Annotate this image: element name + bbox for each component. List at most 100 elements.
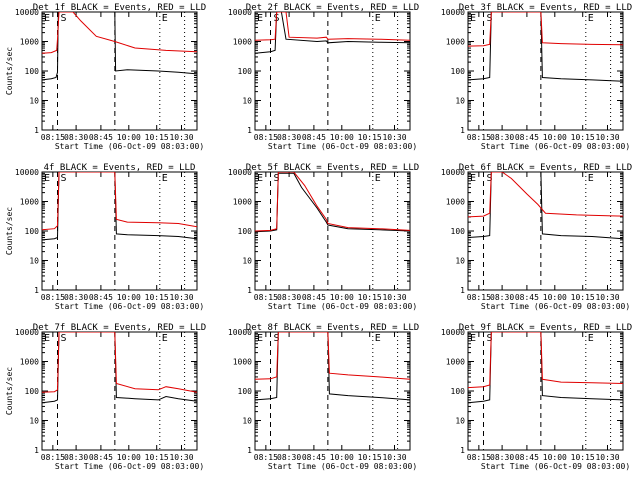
y-tick-label: 1000 bbox=[20, 358, 39, 367]
x-tick-label: 08:15 bbox=[41, 453, 65, 462]
end-marker: E bbox=[44, 173, 50, 184]
y-tick-label: 10000 bbox=[228, 8, 252, 17]
x-tick-label: 08:30 bbox=[490, 293, 514, 302]
x-tick-label: 10:30 bbox=[169, 293, 193, 302]
y-tick-label: 10 bbox=[455, 97, 465, 106]
x-tick-label: 10:00 bbox=[117, 133, 141, 142]
end-marker: E bbox=[588, 173, 594, 184]
start-marker: S bbox=[487, 173, 493, 184]
x-tick-label: 10:15 bbox=[571, 293, 595, 302]
chart-title: Det 3f BLACK = Events, RED = LLD bbox=[459, 3, 632, 13]
x-tick-label: 10:15 bbox=[571, 133, 595, 142]
x-tick-label: 08:15 bbox=[467, 133, 491, 142]
y-tick-label: 1 bbox=[460, 446, 465, 455]
y-tick-label: 1 bbox=[247, 446, 252, 455]
end-marker: E bbox=[375, 333, 381, 344]
chart-panel: 4f BLACK = Events, RED = LLD 1 10 100 1000 10… bbox=[5, 163, 204, 311]
end-marker: E bbox=[375, 173, 381, 184]
y-tick-label: 10000 bbox=[441, 8, 465, 17]
y-tick-label: 1 bbox=[34, 126, 39, 135]
x-tick-label: 10:15 bbox=[358, 293, 382, 302]
y-tick-label: 10000 bbox=[15, 168, 39, 177]
series-line-events bbox=[255, 172, 410, 233]
x-tick-label: 10:30 bbox=[595, 453, 619, 462]
end-marker: E bbox=[470, 173, 476, 184]
x-tick-label: 08:15 bbox=[467, 453, 491, 462]
y-tick-label: 1 bbox=[247, 126, 252, 135]
y-tick-label: 10000 bbox=[228, 168, 252, 177]
chart-panel: Det 8f BLACK = Events, RED = LLD 1 10 100 10… bbox=[228, 323, 419, 471]
x-axis-label: Start Time (06-Oct-09 08:03:00) bbox=[268, 142, 417, 151]
series-line-events bbox=[468, 12, 623, 82]
y-tick-label: 1000 bbox=[233, 198, 252, 207]
x-tick-label: 08:30 bbox=[277, 453, 301, 462]
plot-frame bbox=[254, 11, 411, 131]
series-line-events bbox=[42, 12, 197, 81]
series-line-events bbox=[255, 12, 410, 54]
chart-title: Det 6f BLACK = Events, RED = LLD bbox=[459, 163, 632, 173]
x-tick-label: 08:30 bbox=[490, 453, 514, 462]
chart-title: Det 5f BLACK = Events, RED = LLD bbox=[246, 163, 419, 173]
end-marker: E bbox=[375, 13, 381, 24]
y-tick-label: 100 bbox=[238, 227, 253, 236]
x-tick-label: 10:15 bbox=[145, 453, 169, 462]
end-marker: E bbox=[162, 13, 168, 24]
x-tick-label: 08:30 bbox=[64, 133, 88, 142]
y-tick-label: 10000 bbox=[441, 168, 465, 177]
end-marker: E bbox=[257, 173, 263, 184]
x-tick-label: 08:45 bbox=[515, 453, 539, 462]
chart-panel: Det 9f BLACK = Events, RED = LLD 1 10 100 10… bbox=[441, 323, 632, 471]
start-marker: S bbox=[274, 333, 280, 344]
end-marker: E bbox=[162, 333, 168, 344]
chart-title: Det 2f BLACK = Events, RED = LLD bbox=[246, 3, 419, 13]
series-line-lld bbox=[255, 332, 410, 380]
y-tick-label: 100 bbox=[238, 67, 253, 76]
y-tick-label: 10 bbox=[242, 97, 252, 106]
chart-panel: Det 7f BLACK = Events, RED = LLD 1 10 100 10… bbox=[5, 323, 206, 471]
y-tick-label: 1 bbox=[460, 126, 465, 135]
series-line-lld bbox=[468, 12, 623, 47]
x-tick-label: 10:30 bbox=[382, 453, 406, 462]
chart-panel: Det 1f BLACK = Events, RED = LLD 1 10 100 10… bbox=[5, 3, 206, 151]
y-axis-label: Counts/sec bbox=[5, 367, 14, 415]
x-tick-label: 08:30 bbox=[64, 453, 88, 462]
x-tick-label: 08:45 bbox=[515, 133, 539, 142]
y-tick-label: 100 bbox=[238, 387, 253, 396]
x-tick-label: 08:30 bbox=[64, 293, 88, 302]
y-tick-label: 10 bbox=[29, 417, 39, 426]
chart-panel: Det 6f BLACK = Events, RED = LLD 1 10 100 10… bbox=[441, 163, 632, 311]
x-tick-label: 10:15 bbox=[358, 133, 382, 142]
y-tick-label: 100 bbox=[25, 67, 40, 76]
x-axis-label: Start Time (06-Oct-09 08:03:00) bbox=[481, 462, 630, 471]
y-tick-label: 100 bbox=[451, 387, 466, 396]
y-axis-label: Counts/sec bbox=[5, 47, 14, 95]
x-tick-label: 08:30 bbox=[277, 293, 301, 302]
x-tick-label: 08:45 bbox=[89, 293, 113, 302]
x-tick-label: 08:45 bbox=[515, 293, 539, 302]
y-tick-label: 10 bbox=[29, 257, 39, 266]
plot-frame bbox=[41, 171, 198, 291]
series-line-lld bbox=[468, 332, 623, 389]
y-axis-label: Counts/sec bbox=[5, 207, 14, 255]
chart-title: Det 8f BLACK = Events, RED = LLD bbox=[246, 323, 419, 333]
y-tick-label: 1000 bbox=[446, 198, 465, 207]
start-marker: S bbox=[61, 173, 67, 184]
chart-title: Det 1f BLACK = Events, RED = LLD bbox=[33, 3, 206, 13]
y-tick-label: 100 bbox=[25, 387, 40, 396]
x-tick-label: 10:00 bbox=[543, 453, 567, 462]
y-tick-label: 1 bbox=[34, 446, 39, 455]
start-marker: S bbox=[61, 13, 67, 24]
end-marker: E bbox=[470, 333, 476, 344]
end-marker: E bbox=[470, 13, 476, 24]
chart-panel: Det 3f BLACK = Events, RED = LLD 1 10 100 10… bbox=[441, 3, 632, 151]
x-tick-label: 10:00 bbox=[330, 453, 354, 462]
x-axis-label: Start Time (06-Oct-09 08:03:00) bbox=[268, 302, 417, 311]
series-line-lld bbox=[468, 172, 623, 218]
series-line-lld bbox=[42, 172, 197, 231]
end-marker: E bbox=[257, 13, 263, 24]
x-tick-label: 10:00 bbox=[117, 453, 141, 462]
y-tick-label: 10000 bbox=[15, 8, 39, 17]
y-tick-label: 100 bbox=[25, 227, 40, 236]
end-marker: E bbox=[588, 333, 594, 344]
x-tick-label: 10:30 bbox=[595, 293, 619, 302]
